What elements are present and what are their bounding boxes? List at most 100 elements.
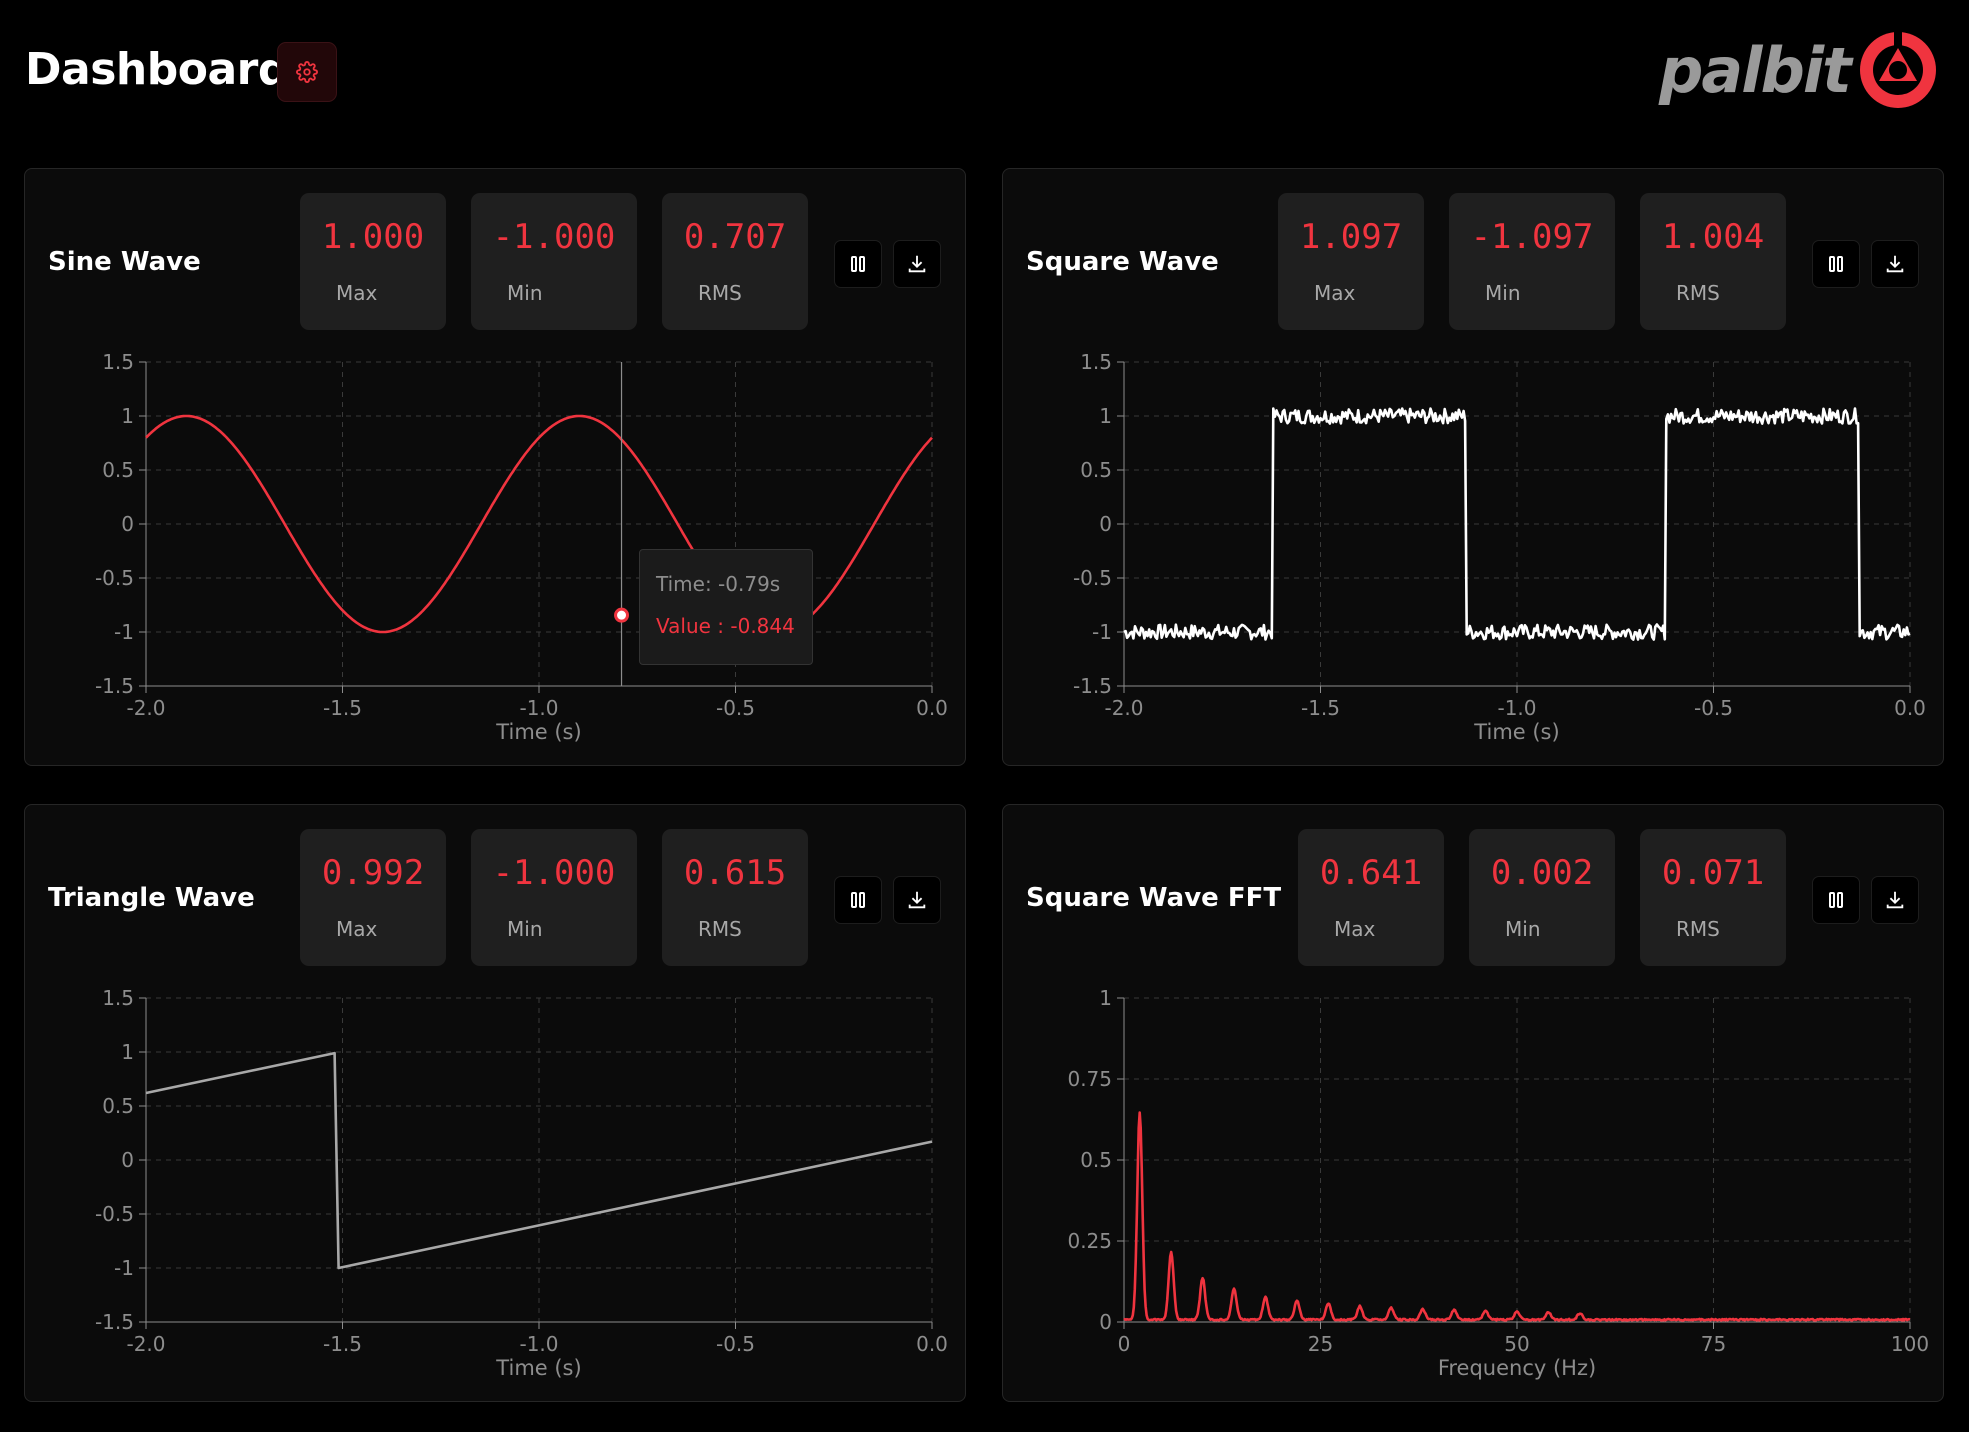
x-axis-label: Time (s) [495,720,581,744]
stat-label: Min [1485,281,1521,305]
stat-label: Min [1505,917,1541,941]
download-icon [908,255,926,273]
download-icon [1886,891,1904,909]
settings-button[interactable] [277,42,337,102]
triangle-chart[interactable]: -2.0 -1.5 -1.0 -0.5 0.01.510.50-0.5-1-1.5Tim… [25,805,965,1401]
pause-button[interactable] [834,240,882,288]
panel-title: Square Wave [1026,247,1219,277]
x-tick-label: 0 [1118,1332,1131,1356]
y-tick-label: 0 [121,1148,134,1172]
y-tick-label: 1 [121,404,134,428]
y-tick-label: -1.5 [1073,674,1112,698]
x-tick-label: 0.0 [916,696,948,720]
pause-icon [1829,892,1843,908]
stat-value: 0.071 [1661,853,1765,893]
x-tick-label: 0.0 [1894,696,1926,720]
stat-label: Min [507,917,543,941]
download-icon [908,891,926,909]
x-tick-label: 25 [1308,1332,1333,1356]
chart-panel-fft: Square Wave FFT 0.641 Max 0.002 Min 0.071 R… [1002,804,1944,1402]
stat-label: Max [1334,917,1376,941]
y-tick-label: 1 [1099,986,1112,1010]
pause-icon [851,892,865,908]
stat-rms: 0.707 RMS [662,193,808,330]
y-tick-label: 0.25 [1067,1229,1112,1253]
stat-label: RMS [698,917,742,941]
x-tick-label: -0.5 [716,696,755,720]
y-tick-label: 0.5 [102,458,134,482]
x-tick-label: -1.5 [1301,696,1340,720]
pause-button[interactable] [1812,240,1860,288]
stat-label: RMS [698,281,742,305]
y-tick-label: 1.5 [1080,350,1112,374]
x-tick-label: 100 [1891,1332,1929,1356]
stat-label: Max [1314,281,1356,305]
download-button[interactable] [893,240,941,288]
y-tick-label: 1.5 [102,350,134,374]
stat-value: -1.000 [492,217,616,257]
stat-max: 1.097 Max [1278,193,1424,330]
y-tick-label: 0.5 [102,1094,134,1118]
y-tick-label: -0.5 [1073,566,1112,590]
gear-icon [296,61,318,83]
logo-text: palbit [1658,34,1854,107]
y-tick-label: 1 [121,1040,134,1064]
stat-min: 0.002 Min [1469,829,1615,966]
stat-value: 1.004 [1661,217,1765,257]
sine-chart[interactable]: -2.0 -1.5 -1.0 -0.5 0.01.510.50-0.5-1-1.5Tim… [25,169,965,765]
square-chart[interactable]: -2.0 -1.5 -1.0 -0.5 0.01.510.50-0.5-1-1.5Tim… [1003,169,1943,765]
stat-min: -1.000 Min [471,193,637,330]
tooltip-value: Value : -0.844 [656,614,795,638]
y-tick-label: -1.5 [95,1310,134,1334]
x-tick-label: -1.0 [519,1332,558,1356]
download-button[interactable] [1871,240,1919,288]
stat-label: RMS [1676,281,1720,305]
y-tick-label: 0 [121,512,134,536]
stat-min: -1.000 Min [471,829,637,966]
x-axis-label: Time (s) [1473,720,1559,744]
stat-rms: 1.004 RMS [1640,193,1786,330]
y-tick-label: 0 [1099,1310,1112,1334]
pause-button[interactable] [834,876,882,924]
y-tick-label: -0.5 [95,1202,134,1226]
pause-button[interactable] [1812,876,1860,924]
palbit-logo: palbit [1655,26,1940,114]
pause-icon [851,256,865,272]
download-button[interactable] [1871,876,1919,924]
stat-label: Max [336,917,378,941]
x-axis-label: Time (s) [495,1356,581,1380]
x-tick-label: 0.0 [916,1332,948,1356]
y-tick-label: -0.5 [95,566,134,590]
chart-grid [145,361,933,687]
x-tick-label: 50 [1504,1332,1529,1356]
stat-max: 0.641 Max [1298,829,1444,966]
y-tick-label: 1 [1099,404,1112,428]
chart-tooltip: Time: -0.79s Value : -0.844 [639,549,813,665]
download-button[interactable] [893,876,941,924]
stat-value: 0.641 [1319,853,1423,893]
x-tick-label: -2.0 [126,696,165,720]
x-tick-label: -1.0 [1497,696,1536,720]
y-tick-label: 0.75 [1067,1067,1112,1091]
y-tick-label: 0.5 [1080,458,1112,482]
stat-value: 0.615 [683,853,787,893]
pause-icon [1829,256,1843,272]
stat-value: 0.002 [1490,853,1594,893]
stat-value: 0.992 [321,853,425,893]
x-tick-label: 75 [1701,1332,1726,1356]
x-tick-label: -1.5 [323,1332,362,1356]
chart-panel-triangle: Triangle Wave 0.992 Max -1.000 Min 0.615 RM… [24,804,966,1402]
y-tick-label: 0 [1099,512,1112,536]
x-tick-label: -1.0 [519,696,558,720]
stat-max: 1.000 Max [300,193,446,330]
tooltip-time: Time: -0.79s [656,572,781,596]
logo-mark-icon [1860,30,1936,108]
stat-label: RMS [1676,917,1720,941]
y-tick-label: -1 [114,1256,134,1280]
stat-rms: 0.615 RMS [662,829,808,966]
y-tick-label: -1 [114,620,134,644]
fft-chart[interactable]: 0 25 50 75 100 1 0.75 0.5 0.25 0 Frequency (Hz) [1003,805,1943,1401]
panel-title: Sine Wave [48,247,201,277]
panel-title: Square Wave FFT [1026,883,1282,913]
x-tick-label: -0.5 [1694,696,1733,720]
